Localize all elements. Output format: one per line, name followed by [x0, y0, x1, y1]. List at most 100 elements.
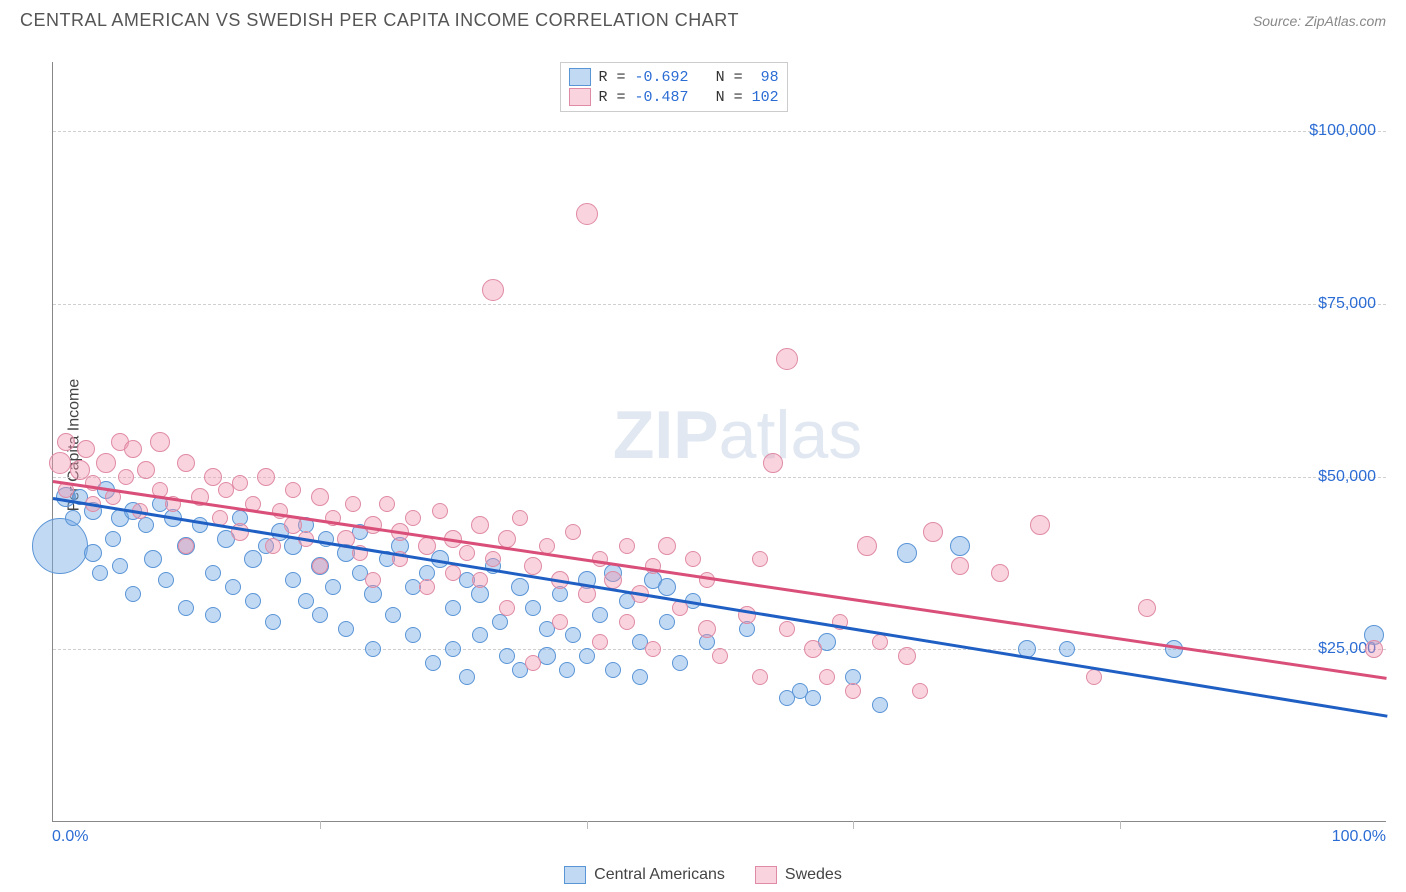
data-point — [499, 600, 515, 616]
data-point — [158, 572, 174, 588]
data-point — [804, 640, 822, 658]
data-point — [658, 537, 676, 555]
data-point — [559, 662, 575, 678]
x-tick-mark — [320, 821, 321, 829]
y-tick-label: $100,000 — [1309, 122, 1376, 140]
data-point — [991, 564, 1009, 582]
data-point — [124, 440, 142, 458]
data-point — [645, 641, 661, 657]
data-point — [763, 453, 783, 473]
data-point — [897, 543, 917, 563]
data-point — [1086, 669, 1102, 685]
correlation-text: R = -0.692 N = 98 — [599, 69, 779, 86]
source-attribution: Source: ZipAtlas.com — [1253, 13, 1386, 29]
correlation-row: R = -0.487 N = 102 — [569, 87, 779, 107]
x-tick-mark — [587, 821, 588, 829]
data-point — [257, 468, 275, 486]
y-tick-label: $75,000 — [1318, 295, 1376, 313]
chart-title: CENTRAL AMERICAN VS SWEDISH PER CAPITA I… — [20, 10, 739, 31]
data-point — [112, 558, 128, 574]
data-point — [805, 690, 821, 706]
data-point — [138, 517, 154, 533]
data-point — [819, 669, 835, 685]
legend-item: Central Americans — [564, 866, 725, 884]
data-point — [311, 488, 329, 506]
data-point — [552, 614, 568, 630]
correlation-text: R = -0.487 N = 102 — [599, 89, 779, 106]
data-point — [325, 579, 341, 595]
series-legend: Central Americans Swedes — [0, 866, 1406, 884]
data-point — [619, 614, 635, 630]
gridline-h — [53, 477, 1386, 478]
data-point — [265, 538, 281, 554]
data-point — [950, 536, 970, 556]
data-point — [492, 614, 508, 630]
watermark-light: atlas — [719, 397, 863, 473]
data-point — [445, 641, 461, 657]
data-point — [923, 522, 943, 542]
data-point — [472, 572, 488, 588]
data-point — [659, 614, 675, 630]
data-point — [385, 607, 401, 623]
data-point — [898, 647, 916, 665]
data-point — [150, 432, 170, 452]
data-point — [525, 600, 541, 616]
data-point — [592, 607, 608, 623]
data-point — [178, 538, 194, 554]
data-point — [77, 440, 95, 458]
data-point — [365, 572, 381, 588]
data-point — [524, 557, 542, 575]
data-point — [872, 697, 888, 713]
data-point — [698, 620, 716, 638]
data-point — [379, 496, 395, 512]
data-point — [312, 558, 328, 574]
data-point — [857, 536, 877, 556]
data-point — [485, 551, 501, 567]
data-point — [405, 627, 421, 643]
data-point — [445, 565, 461, 581]
data-point — [1030, 515, 1050, 535]
data-point — [619, 538, 635, 554]
data-point — [1138, 599, 1156, 617]
legend-swatch — [564, 866, 586, 884]
data-point — [845, 683, 861, 699]
data-point — [285, 572, 301, 588]
data-point — [32, 518, 88, 574]
data-point — [592, 634, 608, 650]
data-point — [405, 510, 421, 526]
plot-area: ZIPatlas R = -0.692 N = 98 R = -0.487 N =… — [52, 62, 1386, 822]
legend-swatch — [569, 88, 591, 106]
data-point — [779, 621, 795, 637]
data-point — [49, 452, 71, 474]
data-point — [579, 648, 595, 664]
data-point — [752, 669, 768, 685]
data-point — [57, 433, 75, 451]
data-point — [118, 469, 134, 485]
x-tick-label-max: 100.0% — [1332, 828, 1386, 846]
data-point — [285, 482, 301, 498]
data-point — [265, 614, 281, 630]
data-point — [204, 468, 222, 486]
data-point — [872, 634, 888, 650]
data-point — [364, 516, 382, 534]
data-point — [137, 461, 155, 479]
watermark-bold: ZIP — [613, 397, 719, 473]
legend-item: Swedes — [755, 866, 842, 884]
data-point — [951, 557, 969, 575]
gridline-h — [53, 304, 1386, 305]
data-point — [752, 551, 768, 567]
x-tick-mark — [853, 821, 854, 829]
data-point — [418, 537, 436, 555]
data-point — [658, 578, 676, 596]
data-point — [84, 544, 102, 562]
data-point — [144, 550, 162, 568]
data-point — [125, 586, 141, 602]
data-point — [605, 662, 621, 678]
data-point — [672, 655, 688, 671]
data-point — [482, 279, 504, 301]
chart-container: Per Capita Income ZIPatlas R = -0.692 N … — [14, 38, 1396, 852]
x-tick-label-min: 0.0% — [52, 828, 88, 846]
data-point — [345, 496, 361, 512]
data-point — [432, 503, 448, 519]
data-point — [472, 627, 488, 643]
